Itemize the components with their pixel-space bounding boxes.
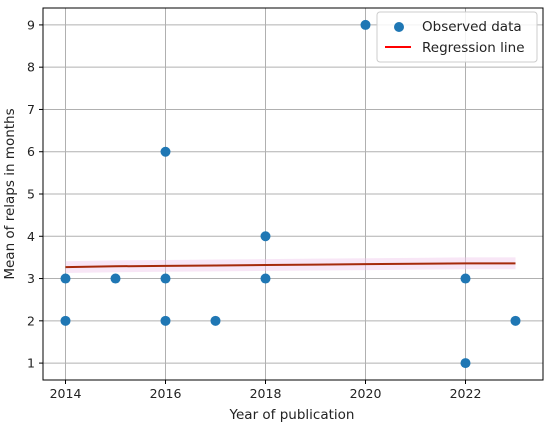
y-tick-label: 7 — [27, 102, 35, 117]
data-point — [260, 231, 271, 242]
axis-ticks: 2014 2016 2018 2020 2022 1 2 3 4 5 6 7 8 9 — [27, 17, 481, 401]
chart-marks — [60, 19, 521, 369]
x-tick-label: 2016 — [150, 386, 182, 401]
y-tick-label: 3 — [27, 271, 35, 286]
legend-label-observed: Observed data — [422, 19, 522, 35]
data-point — [110, 273, 121, 284]
y-tick-label: 6 — [27, 144, 35, 159]
data-point — [160, 146, 171, 157]
x-tick-label: 2018 — [250, 386, 282, 401]
data-point — [460, 273, 471, 284]
data-point — [210, 315, 221, 326]
data-point — [160, 273, 171, 284]
data-point — [460, 358, 471, 369]
regression-line — [65, 262, 516, 269]
grid — [43, 8, 543, 380]
legend: Observed data Regression line — [376, 11, 538, 63]
legend-box — [376, 11, 538, 63]
x-tick-label: 2020 — [350, 386, 382, 401]
y-tick-label: 8 — [27, 60, 35, 75]
data-point — [160, 315, 171, 326]
legend-label-regression: Regression line — [422, 40, 525, 56]
x-axis-label: Year of publication — [229, 407, 355, 423]
data-point — [360, 19, 371, 30]
y-axis-label: Mean of relaps in months — [2, 108, 18, 279]
y-tick-label: 2 — [27, 313, 35, 328]
data-point — [260, 273, 271, 284]
data-point — [60, 315, 71, 326]
y-tick-label: 9 — [27, 17, 35, 32]
data-point — [60, 273, 71, 284]
y-tick-label: 4 — [27, 229, 35, 244]
y-tick-label: 1 — [27, 356, 35, 371]
y-tick-label: 5 — [27, 187, 35, 202]
data-point — [510, 315, 521, 326]
legend-marker-observed — [394, 22, 404, 32]
x-tick-label: 2022 — [450, 386, 482, 401]
x-tick-label: 2014 — [50, 386, 82, 401]
